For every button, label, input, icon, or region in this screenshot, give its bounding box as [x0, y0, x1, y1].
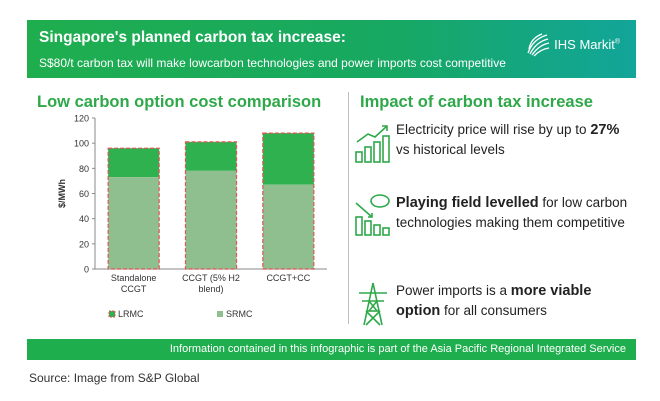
x-category-label: blend) — [198, 284, 223, 294]
cost-comparison-panel: Low carbon option cost comparison 0 20 40 6… — [27, 88, 342, 333]
legend-lrmc-swatch — [108, 310, 116, 318]
source-caption: Source: Image from S&P Global — [29, 371, 200, 385]
bar-srmc-segment — [262, 184, 314, 269]
bar-srmc-segment — [108, 177, 160, 269]
y-tick-label: 40 — [79, 214, 89, 224]
y-tick-label: 60 — [79, 189, 89, 199]
impact-text-electricity-price: Electricity price will rise by up to 27%… — [396, 122, 620, 157]
bar-lrmc-segment — [185, 141, 237, 171]
impact-text-power-imports: Power imports is a more viable option fo… — [396, 283, 592, 319]
legend-lrmc-label: LRMC — [118, 309, 144, 319]
ihs-markit-logo: IHS Markit® — [525, 31, 620, 57]
x-category-label: Standalone — [111, 273, 157, 283]
impact-text-playing-field: Playing field levelled for low carbon te… — [396, 195, 628, 230]
header-banner: Singapore's planned carbon tax increase:… — [27, 20, 636, 78]
y-tick-label: 20 — [79, 239, 89, 249]
impact-item-playing-field: Playing field levelled for low carbon te… — [354, 193, 634, 247]
x-category-label: CCGT — [121, 284, 147, 294]
impact-item-electricity-price: Electricity price will rise by up to 27%… — [354, 120, 634, 174]
legend-srmc-label: SRMC — [226, 309, 253, 319]
y-tick-label: 120 — [74, 114, 89, 124]
impact-item-power-imports: Power imports is a more viable option fo… — [354, 281, 634, 335]
impact-panel: Impact of carbon tax increase Electricit… — [350, 88, 636, 333]
co2-bars-icon — [355, 194, 390, 236]
bar-lrmc-segment — [108, 148, 160, 178]
bar-lrmc-segment — [262, 133, 314, 185]
y-tick-label: 100 — [74, 139, 89, 149]
panel-divider — [348, 92, 349, 324]
power-pylon-icon — [359, 282, 387, 326]
cost-comparison-heading: Low carbon option cost comparison — [37, 93, 322, 111]
bar-lrmc-outline — [184, 141, 238, 270]
y-tick-label: 80 — [79, 164, 89, 174]
footer-text: Information contained in this infographi… — [169, 343, 626, 355]
rising-bars-icon — [355, 125, 390, 163]
x-category-label: CCGT+CC — [266, 273, 310, 283]
bar-lrmc-outline — [107, 147, 160, 270]
logo-globe-icon — [527, 33, 550, 57]
bar-lrmc-outline — [262, 132, 315, 270]
legend-srmc-swatch — [217, 311, 223, 317]
y-tick-label: 0 — [84, 265, 89, 275]
banner-subtitle: S$80/t carbon tax will make lowcarbon te… — [39, 56, 506, 70]
banner-title: Singapore's planned carbon tax increase: — [39, 29, 346, 46]
bar-srmc-segment — [185, 170, 237, 269]
x-category-label: CCGT (5% H2 — [182, 273, 240, 283]
footer-bar: Information contained in this infographi… — [27, 339, 636, 360]
y-axis-label: $/MWh — [57, 179, 67, 208]
logo-text: IHS Markit® — [554, 36, 620, 52]
impact-heading: Impact of carbon tax increase — [360, 93, 593, 111]
